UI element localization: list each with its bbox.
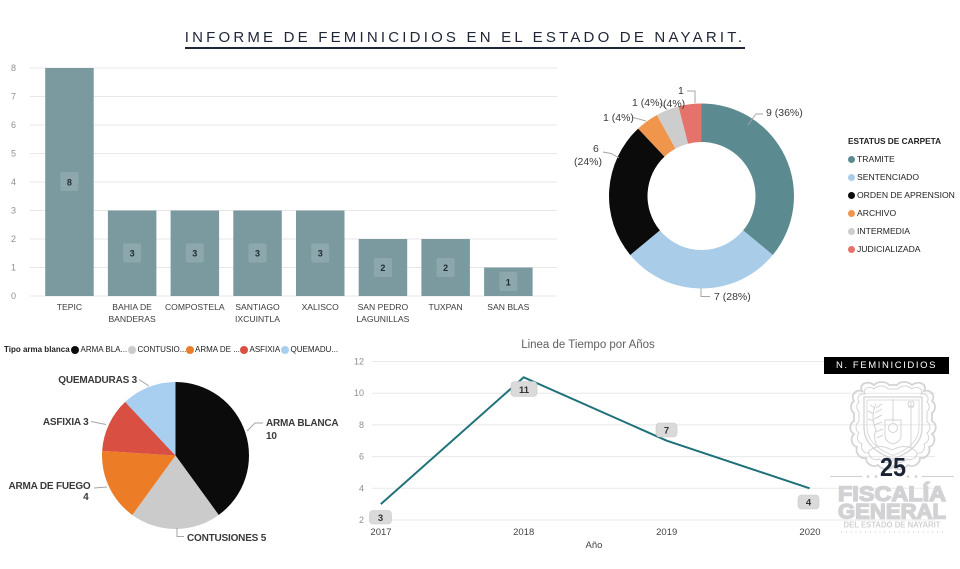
svg-text:0: 0 bbox=[11, 291, 16, 301]
svg-text:ARMA BLANCA: ARMA BLANCA bbox=[266, 418, 338, 429]
svg-text:3: 3 bbox=[318, 249, 323, 259]
svg-text:3: 3 bbox=[130, 249, 135, 259]
svg-text:7 (28%): 7 (28%) bbox=[714, 291, 751, 303]
svg-text:QUEMADURAS 3: QUEMADURAS 3 bbox=[58, 375, 137, 386]
svg-text:BAHIA DE: BAHIA DE bbox=[112, 302, 152, 312]
svg-text:XALISCO: XALISCO bbox=[302, 302, 340, 312]
svg-text:SANTIAGO: SANTIAGO bbox=[235, 302, 280, 312]
svg-text:1: 1 bbox=[678, 85, 684, 97]
svg-text:9 (36%): 9 (36%) bbox=[766, 107, 803, 119]
svg-text:8: 8 bbox=[67, 178, 72, 188]
svg-text:DEL ESTADO DE NAYARIT: DEL ESTADO DE NAYARIT bbox=[844, 521, 941, 530]
svg-text:4: 4 bbox=[83, 492, 89, 503]
svg-text:TUXPAN: TUXPAN bbox=[428, 302, 462, 312]
svg-text:BANDERAS: BANDERAS bbox=[108, 314, 156, 324]
svg-text:6: 6 bbox=[359, 452, 364, 462]
svg-text:1 (4%): 1 (4%) bbox=[632, 97, 663, 109]
svg-text:1: 1 bbox=[11, 263, 16, 273]
svg-text:3: 3 bbox=[192, 249, 197, 259]
svg-text:2019: 2019 bbox=[656, 527, 677, 538]
svg-text:(24%): (24%) bbox=[574, 156, 602, 168]
svg-text:8: 8 bbox=[359, 420, 364, 430]
svg-text:4: 4 bbox=[806, 498, 812, 509]
svg-text:TEPIC: TEPIC bbox=[57, 302, 82, 312]
svg-text:11: 11 bbox=[519, 385, 530, 396]
svg-text:7: 7 bbox=[11, 92, 16, 102]
svg-text:5: 5 bbox=[11, 149, 16, 159]
svg-text:ASFIXIA 3: ASFIXIA 3 bbox=[43, 417, 89, 428]
svg-text:SAN BLAS: SAN BLAS bbox=[487, 302, 529, 312]
svg-text:COMPOSTELA: COMPOSTELA bbox=[165, 302, 225, 312]
svg-text:2020: 2020 bbox=[799, 527, 820, 538]
svg-text:GENERAL: GENERAL bbox=[838, 501, 946, 524]
svg-text:2017: 2017 bbox=[370, 527, 391, 538]
svg-text:10: 10 bbox=[354, 388, 364, 398]
svg-text:IXCUINTLA: IXCUINTLA bbox=[235, 314, 280, 324]
svg-text:3: 3 bbox=[255, 249, 260, 259]
svg-text:4: 4 bbox=[359, 483, 364, 493]
svg-text:Año: Año bbox=[586, 540, 603, 551]
svg-text:Linea de Tiempo por Años: Linea de Tiempo por Años bbox=[521, 339, 655, 351]
svg-text:10: 10 bbox=[266, 431, 277, 442]
svg-text:6: 6 bbox=[593, 143, 599, 155]
svg-text:1 (4%): 1 (4%) bbox=[603, 112, 634, 124]
svg-text:8: 8 bbox=[11, 63, 16, 73]
svg-text:12: 12 bbox=[354, 357, 364, 367]
svg-text:(4%): (4%) bbox=[663, 98, 685, 110]
svg-text:25: 25 bbox=[880, 452, 906, 480]
svg-text:2018: 2018 bbox=[513, 527, 534, 538]
svg-text:SAN PEDRO: SAN PEDRO bbox=[358, 302, 409, 312]
svg-text:2: 2 bbox=[359, 515, 364, 525]
svg-text:2: 2 bbox=[443, 263, 448, 273]
svg-text:ARMA DE FUEGO: ARMA DE FUEGO bbox=[8, 481, 90, 492]
svg-text:2: 2 bbox=[11, 234, 16, 244]
svg-text:CONTUSIONES 5: CONTUSIONES 5 bbox=[187, 533, 267, 544]
svg-text:FISCALÍA: FISCALÍA bbox=[838, 483, 946, 506]
svg-text:2: 2 bbox=[380, 263, 385, 273]
svg-text:4: 4 bbox=[11, 177, 16, 187]
svg-text:7: 7 bbox=[664, 426, 669, 437]
svg-text:3: 3 bbox=[378, 513, 383, 524]
svg-text:LAGUNILLAS: LAGUNILLAS bbox=[356, 314, 409, 324]
svg-text:6: 6 bbox=[11, 120, 16, 130]
svg-text:1: 1 bbox=[506, 277, 511, 287]
svg-text:3: 3 bbox=[11, 206, 16, 216]
